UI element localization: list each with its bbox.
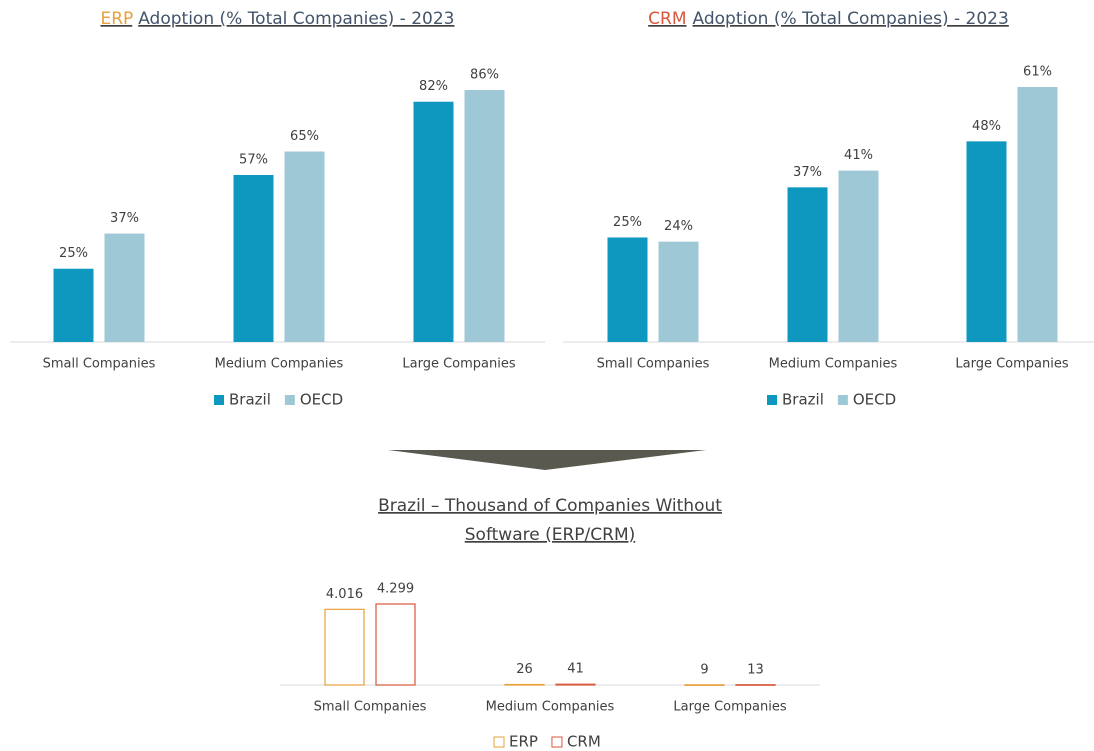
x-tick-label: Medium Companies bbox=[486, 700, 615, 715]
bar bbox=[233, 174, 274, 342]
title-part: ERP bbox=[101, 9, 134, 29]
bar bbox=[104, 233, 145, 342]
value-label: 25% bbox=[613, 215, 642, 230]
bar bbox=[413, 101, 454, 342]
bar bbox=[735, 684, 776, 686]
value-label: 65% bbox=[290, 129, 319, 144]
bar bbox=[838, 170, 879, 342]
bar bbox=[1017, 87, 1058, 342]
value-label: 9 bbox=[700, 662, 708, 677]
value-label: 41 bbox=[567, 662, 584, 677]
arrow bbox=[388, 450, 706, 470]
legend-swatch bbox=[551, 736, 563, 748]
value-label: 4.299 bbox=[377, 582, 414, 597]
x-tick-label: Medium Companies bbox=[769, 357, 898, 372]
bar bbox=[684, 684, 725, 686]
x-tick-label: Medium Companies bbox=[215, 357, 344, 372]
bar bbox=[464, 90, 505, 342]
x-tick-label: Small Companies bbox=[314, 700, 427, 715]
legend-swatch bbox=[493, 736, 505, 748]
bar bbox=[284, 151, 325, 342]
value-label: 57% bbox=[239, 152, 268, 167]
bar bbox=[375, 603, 416, 686]
value-label: 25% bbox=[59, 246, 88, 261]
legend-label: OECD bbox=[300, 391, 343, 409]
bar bbox=[966, 141, 1007, 342]
value-label: 37% bbox=[793, 165, 822, 180]
bar bbox=[607, 237, 648, 342]
legend-swatch bbox=[767, 395, 777, 405]
title-part: Adoption (% Total Companies) - 2023 bbox=[693, 9, 1009, 29]
value-label: 37% bbox=[110, 211, 139, 226]
legend-label: CRM bbox=[567, 733, 601, 751]
legend-label: Brazil bbox=[229, 391, 271, 409]
x-tick-label: Small Companies bbox=[43, 357, 156, 372]
legend-swatch bbox=[284, 395, 295, 405]
value-label: 82% bbox=[419, 79, 448, 94]
value-label: 61% bbox=[1023, 65, 1052, 80]
legend-swatch bbox=[214, 395, 224, 405]
bar bbox=[324, 608, 365, 686]
x-tick-label: Large Companies bbox=[402, 357, 515, 372]
chart-title: CRM Adoption (% Total Companies) - 2023 bbox=[648, 9, 1009, 29]
value-label: 24% bbox=[664, 219, 693, 234]
value-label: 48% bbox=[972, 119, 1001, 134]
title-part: CRM bbox=[648, 9, 686, 29]
value-label: 41% bbox=[844, 148, 873, 163]
bar bbox=[555, 683, 596, 686]
bar bbox=[658, 241, 699, 342]
x-tick-label: Small Companies bbox=[597, 357, 710, 372]
value-label: 4.016 bbox=[326, 587, 363, 602]
title-part: Adoption (% Total Companies) - 2023 bbox=[138, 9, 454, 29]
bar bbox=[787, 187, 828, 342]
chart-title: Software (ERP/CRM) bbox=[465, 525, 636, 545]
chart-title: Brazil – Thousand of Companies Without bbox=[378, 496, 722, 516]
chart-title: ERP Adoption (% Total Companies) - 2023 bbox=[101, 9, 455, 29]
x-tick-label: Large Companies bbox=[673, 700, 786, 715]
value-label: 13 bbox=[747, 662, 764, 677]
legend-label: Brazil bbox=[782, 391, 824, 409]
legend-label: ERP bbox=[509, 733, 538, 751]
legend-swatch bbox=[837, 395, 848, 405]
bar bbox=[53, 268, 94, 342]
bar bbox=[504, 683, 545, 686]
value-label: 26 bbox=[516, 662, 533, 677]
legend-label: OECD bbox=[853, 391, 896, 409]
x-tick-label: Large Companies bbox=[955, 357, 1068, 372]
value-label: 86% bbox=[470, 68, 499, 83]
